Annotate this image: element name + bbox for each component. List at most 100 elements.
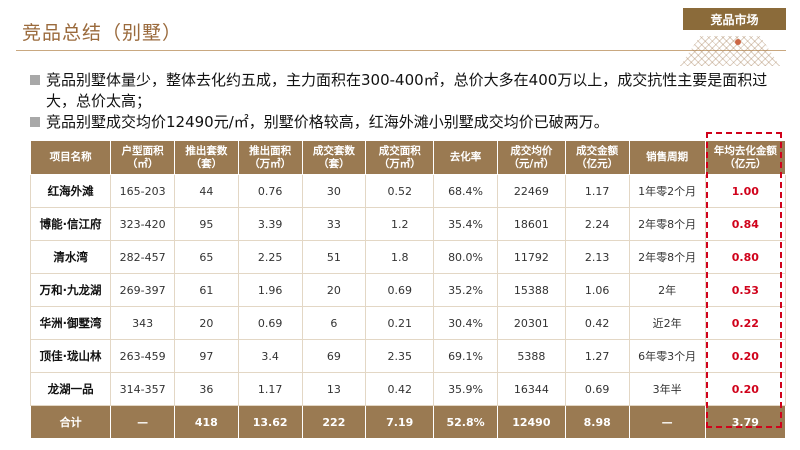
decorative-grid-icon [680, 36, 780, 66]
total-cell: 8.98 [564, 405, 630, 439]
table-cell: 0.42 [365, 372, 435, 406]
total-cell: 7.19 [365, 405, 435, 439]
table-cell: 1.27 [564, 339, 630, 373]
table-cell: 0.52 [365, 174, 435, 208]
table-cell: 1.8 [365, 240, 435, 274]
column-header: 销售周期 [628, 140, 706, 175]
annual-absorption-cell: 1.00 [704, 174, 787, 208]
table-cell: 165-203 [110, 174, 175, 208]
project-name-cell: 博能·信江府 [29, 207, 112, 241]
annual-absorption-cell: 0.53 [704, 273, 787, 307]
summary-bullets: 竞品别墅体量少，整体去化约五成，主力面积在300-400㎡，总价大多在400万以… [30, 70, 770, 133]
table-cell: 33 [301, 207, 367, 241]
table-cell: 343 [110, 306, 175, 340]
column-header: 去化率 [433, 140, 498, 175]
column-header: 项目名称 [29, 140, 112, 175]
table-cell: 282-457 [110, 240, 175, 274]
table-cell: 80.0% [433, 240, 498, 274]
table-cell: 6 [301, 306, 367, 340]
table-cell: 68.4% [433, 174, 498, 208]
table-cell: 2年 [628, 273, 706, 307]
table-cell: 314-357 [110, 372, 175, 406]
table-cell: 20 [301, 273, 367, 307]
table-row: 清水湾 282-457 65 2.25 51 1.8 80.0% 11792 2.13 2年零8个… [29, 240, 787, 274]
total-cell: — [628, 405, 706, 439]
table-cell: 2.13 [564, 240, 630, 274]
table-header-row: 项目名称 户型面积 （㎡） 推出套数 （套） 推出面积 （万㎡） 成交套数 （套） 成交面… [29, 140, 787, 175]
table-cell: 20 [173, 306, 239, 340]
table-cell: 2年零8个月 [628, 207, 706, 241]
project-name-cell: 华洲·御墅湾 [29, 306, 112, 340]
project-name-cell: 清水湾 [29, 240, 112, 274]
table-cell: 3.39 [237, 207, 303, 241]
annual-absorption-cell: 0.22 [704, 306, 787, 340]
table-cell: 51 [301, 240, 367, 274]
table-cell: 6年零3个月 [628, 339, 706, 373]
column-header: 成交金额 （亿元） [564, 140, 630, 175]
table-cell: 35.9% [433, 372, 498, 406]
table-cell: 16344 [496, 372, 566, 406]
table-cell: 44 [173, 174, 239, 208]
table-cell: 3.4 [237, 339, 303, 373]
column-header: 户型面积 （㎡） [110, 140, 175, 175]
table-cell: 1.2 [365, 207, 435, 241]
table-cell: 35.4% [433, 207, 498, 241]
table-cell: 1.96 [237, 273, 303, 307]
table-cell: 近2年 [628, 306, 706, 340]
table-cell: 11792 [496, 240, 566, 274]
table-row: 顶佳·珑山林 263-459 97 3.4 69 2.35 69.1% 5388 1.27 6年零… [29, 339, 787, 373]
table-cell: 2.25 [237, 240, 303, 274]
table-cell: 0.42 [564, 306, 630, 340]
column-header: 推出套数 （套） [173, 140, 239, 175]
table-cell: 69.1% [433, 339, 498, 373]
table-row: 龙湖一品 314-357 36 1.17 13 0.42 35.9% 16344 0.69 3年半… [29, 372, 787, 406]
table-cell: 13 [301, 372, 367, 406]
table-cell: 0.69 [237, 306, 303, 340]
annual-absorption-cell: 0.20 [704, 339, 787, 373]
total-cell: 3.79 [704, 405, 787, 439]
column-header: 推出面积 （万㎡） [237, 140, 303, 175]
total-cell: 222 [301, 405, 367, 439]
table-cell: 36 [173, 372, 239, 406]
total-cell: — [110, 405, 175, 439]
table-cell: 18601 [496, 207, 566, 241]
table-cell: 61 [173, 273, 239, 307]
table-cell: 65 [173, 240, 239, 274]
total-cell: 418 [173, 405, 239, 439]
bullet-item: 竞品别墅成交均价12490元/㎡，别墅价格较高，红海外滩小别墅成交均价已破两万。 [30, 112, 770, 133]
total-cell: 13.62 [237, 405, 303, 439]
table-cell: 1.17 [237, 372, 303, 406]
annual-absorption-cell: 0.84 [704, 207, 787, 241]
table-cell: 2.24 [564, 207, 630, 241]
bullet-square-icon [30, 117, 40, 127]
table-cell: 20301 [496, 306, 566, 340]
bullet-item: 竞品别墅体量少，整体去化约五成，主力面积在300-400㎡，总价大多在400万以… [30, 70, 770, 112]
table-row: 红海外滩 165-203 44 0.76 30 0.52 68.4% 22469 1.17 1年零… [29, 174, 787, 208]
table-cell: 263-459 [110, 339, 175, 373]
annual-absorption-cell: 0.80 [704, 240, 787, 274]
table-cell: 1年零2个月 [628, 174, 706, 208]
competitor-table: 项目名称 户型面积 （㎡） 推出套数 （套） 推出面积 （万㎡） 成交套数 （套） 成交面… [29, 140, 787, 439]
page-title: 竞品总结（别墅） [22, 22, 183, 44]
table-cell: 30 [301, 174, 367, 208]
column-header: 成交均价 （元/㎡） [496, 140, 566, 175]
annual-absorption-cell: 0.20 [704, 372, 787, 406]
table-cell: 30.4% [433, 306, 498, 340]
table-row: 华洲·御墅湾 343 20 0.69 6 0.21 30.4% 20301 0.42 近2年 0.2… [29, 306, 787, 340]
table-cell: 1.17 [564, 174, 630, 208]
table-cell: 0.76 [237, 174, 303, 208]
project-name-cell: 顶佳·珑山林 [29, 339, 112, 373]
table-cell: 0.21 [365, 306, 435, 340]
bullet-text: 竞品别墅体量少，整体去化约五成，主力面积在300-400㎡，总价大多在400万以… [46, 71, 768, 110]
title-divider [16, 50, 786, 51]
column-header: 成交套数 （套） [301, 140, 367, 175]
table-cell: 323-420 [110, 207, 175, 241]
table-cell: 2.35 [365, 339, 435, 373]
table-row: 万和·九龙湖 269-397 61 1.96 20 0.69 35.2% 15388 1.06 2… [29, 273, 787, 307]
bullet-text: 竞品别墅成交均价12490元/㎡，别墅价格较高，红海外滩小别墅成交均价已破两万。 [46, 113, 609, 131]
column-header: 成交面积 （万㎡） [365, 140, 435, 175]
project-name-cell: 红海外滩 [29, 174, 112, 208]
table-cell: 269-397 [110, 273, 175, 307]
table-cell: 95 [173, 207, 239, 241]
total-cell: 12490 [496, 405, 566, 439]
